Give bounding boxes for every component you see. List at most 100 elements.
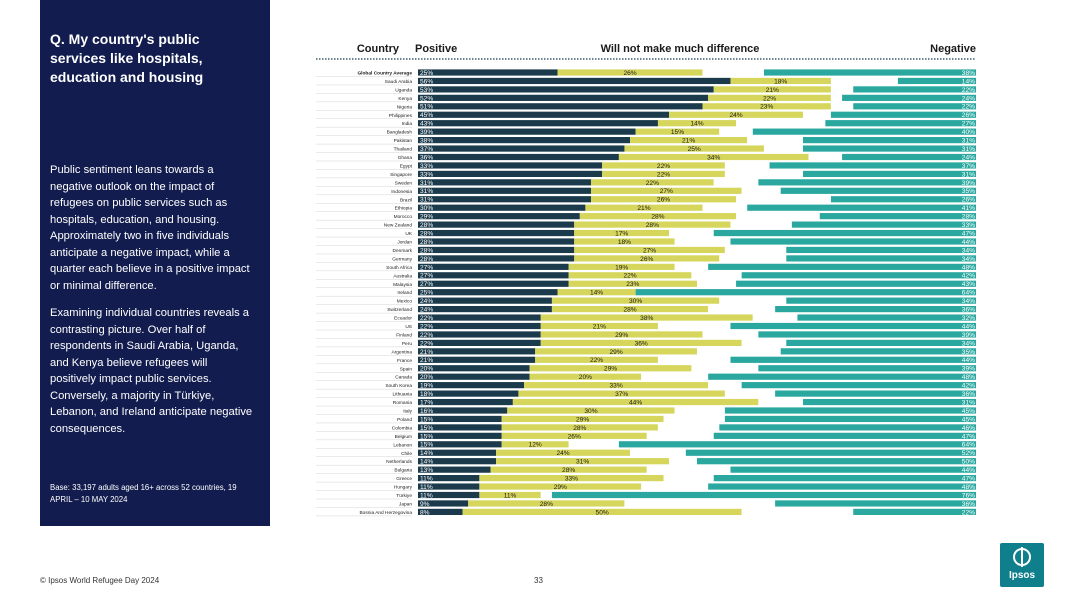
country-label: Belgium <box>395 434 412 440</box>
bar-dontknow <box>702 69 764 76</box>
label-neutral: 22% <box>657 163 670 170</box>
bar-negative <box>853 86 976 93</box>
label-positive: 11% <box>420 484 433 491</box>
label-neutral: 27% <box>660 188 673 195</box>
label-neutral: 21% <box>766 87 779 94</box>
bar-negative <box>786 297 976 304</box>
bar-negative <box>775 500 976 507</box>
label-neutral: 17% <box>615 230 628 237</box>
bar-positive <box>418 120 658 127</box>
label-neutral: 33% <box>609 383 622 390</box>
bar-negative <box>685 449 976 456</box>
bar-positive <box>418 331 541 338</box>
label-positive: 28% <box>420 239 433 246</box>
country-label: India <box>402 121 413 127</box>
bar-positive <box>418 238 575 245</box>
bar-neutral <box>496 449 631 456</box>
label-neutral: 26% <box>657 197 670 204</box>
ipsos-logo: Ipsos <box>1000 543 1044 587</box>
label-positive: 20% <box>420 374 433 381</box>
bar-dontknow <box>730 221 792 228</box>
label-positive: 45% <box>420 112 433 119</box>
bar-negative <box>730 466 976 473</box>
bar-dontknow <box>830 86 854 93</box>
label-positive: 31% <box>420 197 433 204</box>
label-neutral: 44% <box>629 399 642 406</box>
label-negative: 34% <box>962 247 975 254</box>
bar-negative <box>724 415 976 423</box>
bar-neutral <box>635 128 720 135</box>
bar-neutral <box>557 69 703 76</box>
label-negative: 26% <box>962 197 975 204</box>
country-label: Egypt <box>400 163 413 169</box>
bar-positive <box>418 382 525 389</box>
bar-negative <box>786 255 976 262</box>
bar-dontknow <box>641 483 709 490</box>
bar-positive <box>418 221 575 228</box>
label-positive: 11% <box>420 476 433 483</box>
label-positive: 27% <box>420 264 433 271</box>
bar-dontknow <box>646 432 714 439</box>
bar-dontknow <box>724 162 770 169</box>
country-label: Ethiopia <box>395 206 413 212</box>
label-negative: 37% <box>962 163 975 170</box>
country-label: Ecuador <box>394 316 412 322</box>
bar-neutral <box>590 187 742 194</box>
label-positive: 31% <box>420 180 433 187</box>
bar-negative <box>741 382 976 389</box>
label-negative: 31% <box>962 399 975 406</box>
header-negative: Negative <box>930 43 976 55</box>
bar-positive <box>418 373 530 380</box>
label-neutral: 28% <box>651 214 664 221</box>
label-neutral: 28% <box>562 467 575 474</box>
bar-positive <box>418 306 552 313</box>
bar-positive <box>418 449 497 456</box>
country-label: Lebanon <box>393 442 412 448</box>
bar-neutral <box>501 441 569 448</box>
country-label: Lithuania <box>393 392 413 398</box>
label-positive: 22% <box>420 332 433 339</box>
label-positive: 17% <box>420 399 433 406</box>
label-neutral: 21% <box>637 205 650 212</box>
bar-positive <box>418 137 631 144</box>
label-neutral: 24% <box>556 450 569 457</box>
bar-negative <box>758 331 976 338</box>
bar-dontknow <box>657 356 731 363</box>
bar-dontknow <box>758 398 804 406</box>
label-negative: 52% <box>962 450 975 457</box>
label-neutral: 30% <box>629 298 642 305</box>
bar-positive <box>418 170 603 177</box>
country-label: Italy <box>403 409 412 415</box>
bar-neutral <box>557 289 636 296</box>
country-label: Philippines <box>389 113 413 119</box>
label-negative: 47% <box>962 230 975 237</box>
bar-neutral <box>479 491 541 499</box>
bar-dontknow <box>657 322 731 330</box>
bar-neutral <box>630 137 748 144</box>
bar-dontknow <box>724 390 776 397</box>
bar-neutral <box>574 221 731 228</box>
label-negative: 42% <box>962 383 975 390</box>
bar-positive <box>418 69 558 76</box>
bar-negative <box>551 491 976 499</box>
label-neutral: 26% <box>568 433 581 440</box>
label-positive: 8% <box>420 509 430 516</box>
bar-negative <box>897 77 976 85</box>
label-negative: 47% <box>962 476 975 483</box>
label-negative: 34% <box>962 340 975 347</box>
bar-dontknow <box>719 128 753 135</box>
label-negative: 44% <box>962 467 975 474</box>
bar-negative <box>842 94 976 101</box>
country-label: Brazil <box>400 197 412 203</box>
label-negative: 50% <box>962 459 975 466</box>
bar-positive <box>418 162 603 169</box>
label-neutral: 27% <box>643 247 656 254</box>
label-positive: 15% <box>420 416 433 423</box>
label-negative: 44% <box>962 357 975 364</box>
bar-positive <box>418 398 513 406</box>
label-neutral: 33% <box>565 476 578 483</box>
label-positive: 38% <box>420 138 433 145</box>
bar-neutral <box>590 179 714 186</box>
label-negative: 44% <box>962 323 975 330</box>
bar-dontknow <box>708 306 776 313</box>
